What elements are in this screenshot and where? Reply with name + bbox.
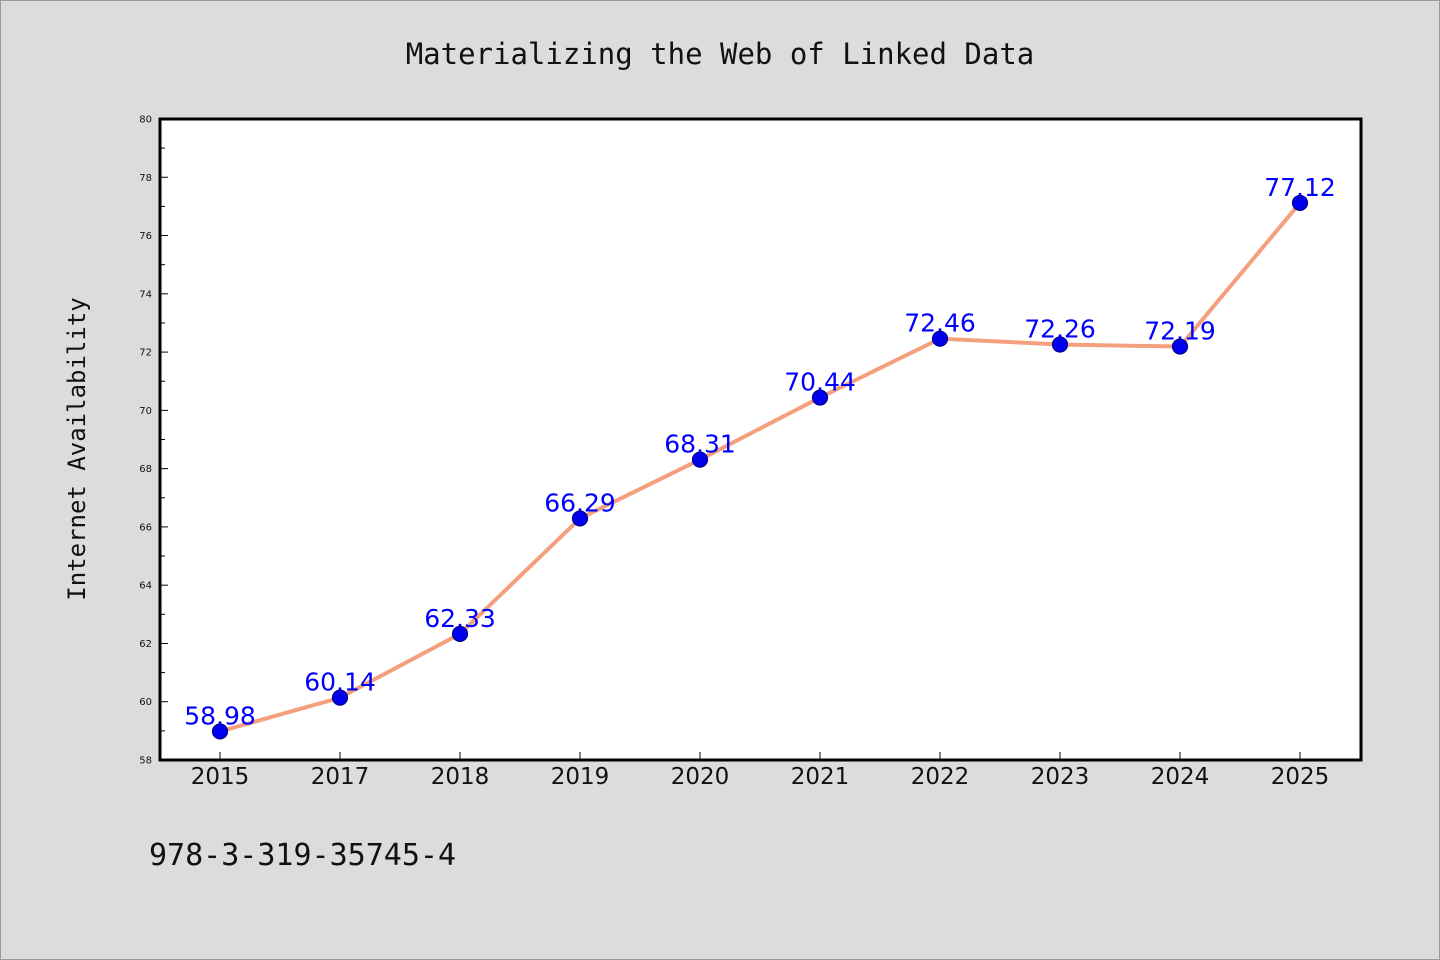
y-tick-label: 66: [139, 522, 152, 533]
data-point: [691, 451, 709, 468]
data-point: [1291, 194, 1309, 212]
series-line-group: [218, 200, 1302, 734]
data-point: [331, 689, 349, 706]
y-tick-label: 58: [139, 756, 152, 767]
series-line: [218, 200, 1302, 734]
chart-title: Materializing the Web of Linked Data: [406, 37, 1035, 71]
y-tick-label: 78: [139, 173, 152, 184]
data-point: [931, 330, 949, 347]
x-tick-label: 2023: [1031, 764, 1090, 790]
x-tick-label: 2022: [911, 764, 970, 790]
y-tick-label: 74: [139, 289, 152, 300]
x-tick-label: 2024: [1151, 764, 1210, 790]
data-point: [211, 723, 229, 740]
footer-isbn: 978-3-319-35745-4: [149, 838, 456, 873]
y-axis-label: Internet Availability: [63, 297, 91, 600]
data-point: [451, 625, 469, 642]
x-tick-label: 2025: [1271, 764, 1330, 790]
y-tick-label: 60: [139, 697, 152, 708]
y-axis-ticks: 58 60 62 64 66 68 70 72 74 76 78 80: [139, 115, 168, 767]
y-tick-label: 80: [139, 115, 152, 126]
x-tick-label: 2015: [191, 764, 250, 790]
x-tick-label: 2017: [311, 764, 370, 790]
data-point: [1171, 338, 1189, 355]
data-point: [811, 389, 829, 406]
y-tick-label: 68: [139, 464, 152, 475]
y-tick-label: 72: [139, 348, 152, 359]
data-point: [1051, 336, 1069, 353]
y-tick-label: 76: [139, 231, 152, 242]
data-point: [571, 510, 589, 527]
series-markers-group: [211, 194, 1309, 740]
y-tick-label: 62: [139, 639, 152, 650]
x-axis-ticks: 2015 2017 2018 2019 2020 2021 2022 2023 2024 2025: [191, 752, 1330, 790]
x-tick-label: 2018: [431, 764, 490, 790]
plot-area: [158, 117, 1363, 762]
x-tick-label: 2019: [551, 764, 610, 790]
x-tick-label: 2020: [671, 764, 730, 790]
y-tick-label: 70: [139, 406, 152, 417]
y-tick-label: 64: [139, 581, 152, 592]
x-tick-label: 2021: [791, 764, 850, 790]
